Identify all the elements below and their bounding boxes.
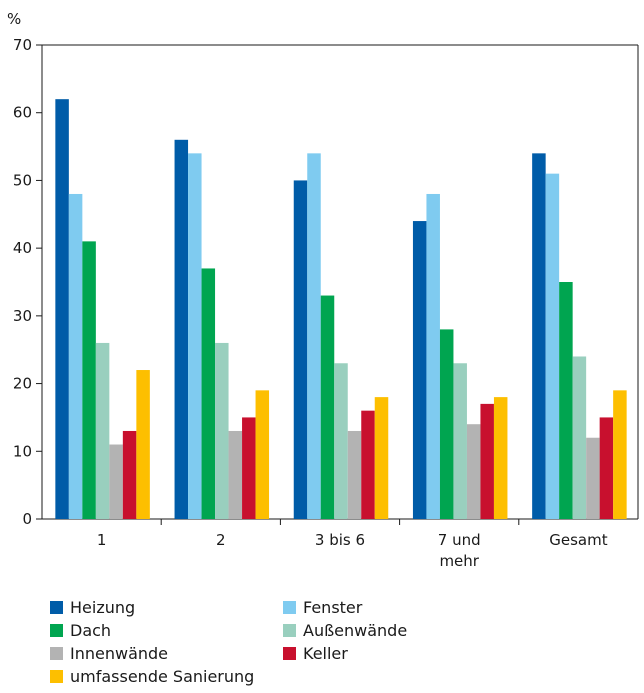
- bar: [109, 444, 123, 519]
- bar: [545, 173, 560, 519]
- y-tick-label: 10: [13, 442, 32, 460]
- bar: [293, 180, 308, 519]
- legend-swatch: [50, 646, 63, 660]
- bar-chart: % 0 10 20 30 40 50 60 70 1 2 3 bis 6 7 und mehr Gesam…: [7, 10, 639, 570]
- y-tick-label: 50: [13, 171, 32, 189]
- bar: [586, 437, 600, 519]
- bar: [174, 139, 189, 520]
- legend-swatch: [283, 623, 296, 637]
- bar: [532, 153, 546, 520]
- bar: [242, 417, 256, 519]
- bar: [55, 99, 69, 520]
- legend-label: Dach: [70, 620, 112, 640]
- bar: [215, 342, 229, 519]
- tick-labels: 0 10 20 30 40 50 60 70 1 2 3 bis 6 7 und mehr Gesamt: [13, 36, 608, 570]
- bar: [412, 221, 427, 520]
- bar: [307, 153, 321, 520]
- bar: [188, 153, 202, 520]
- bar: [480, 403, 494, 519]
- legend-item: umfassende Sanierung: [50, 665, 254, 687]
- legend-label: Fenster: [303, 597, 363, 617]
- bar: [82, 241, 96, 519]
- y-tick-label: 70: [13, 36, 32, 54]
- legend-swatch: [50, 623, 63, 637]
- bar: [559, 282, 573, 519]
- bar: [466, 424, 481, 519]
- x-tick-label: 7 und mehr: [438, 531, 481, 570]
- legend-label: Außenwände: [303, 620, 408, 640]
- bar: [347, 430, 362, 519]
- legend-swatch: [50, 669, 63, 683]
- legend-item: Heizung: [50, 596, 135, 618]
- legend-label: Keller: [303, 643, 348, 663]
- bar: [68, 193, 83, 519]
- legend-label: Innenwände: [70, 643, 169, 663]
- legend-item: Keller: [283, 642, 348, 664]
- x-tick-label: 3 bis 6: [315, 531, 365, 549]
- y-tick-label: 30: [13, 307, 32, 325]
- bar: [255, 390, 270, 519]
- y-tick-label: 60: [13, 104, 32, 122]
- bar: [228, 430, 243, 519]
- legend-item: Außenwände: [283, 619, 407, 641]
- bar: [320, 295, 335, 519]
- bar: [361, 410, 375, 519]
- legend-item: Fenster: [283, 596, 362, 618]
- x-tick-label: 2: [216, 531, 226, 549]
- bar: [201, 268, 216, 519]
- bar: [613, 390, 627, 519]
- bar: [572, 356, 587, 519]
- x-tick-label: Gesamt: [549, 531, 607, 549]
- bar: [374, 397, 389, 519]
- bar: [122, 430, 137, 519]
- legend: Heizung Fenster Dach Außenwände Innenwände Ke…: [50, 596, 630, 690]
- bars: [55, 99, 627, 520]
- y-tick-label: 40: [13, 239, 32, 257]
- y-tick-label: 20: [13, 375, 32, 393]
- legend-swatch: [283, 600, 296, 614]
- legend-item: Dach: [50, 619, 111, 641]
- legend-swatch: [283, 646, 296, 660]
- bar: [453, 363, 467, 519]
- y-tick-label: 0: [22, 510, 32, 528]
- bar: [426, 193, 440, 519]
- x-tick-label: 1: [97, 531, 107, 549]
- bar: [334, 363, 348, 519]
- legend-label: Heizung: [70, 597, 136, 617]
- y-axis-unit-label: %: [7, 10, 21, 28]
- bar: [136, 370, 150, 519]
- bar: [95, 342, 110, 519]
- bar: [599, 417, 614, 519]
- bar: [439, 329, 454, 519]
- bar: [493, 397, 508, 519]
- legend-item: Innenwände: [50, 642, 168, 664]
- legend-label: umfassende Sanierung: [70, 666, 255, 686]
- legend-swatch: [50, 600, 63, 614]
